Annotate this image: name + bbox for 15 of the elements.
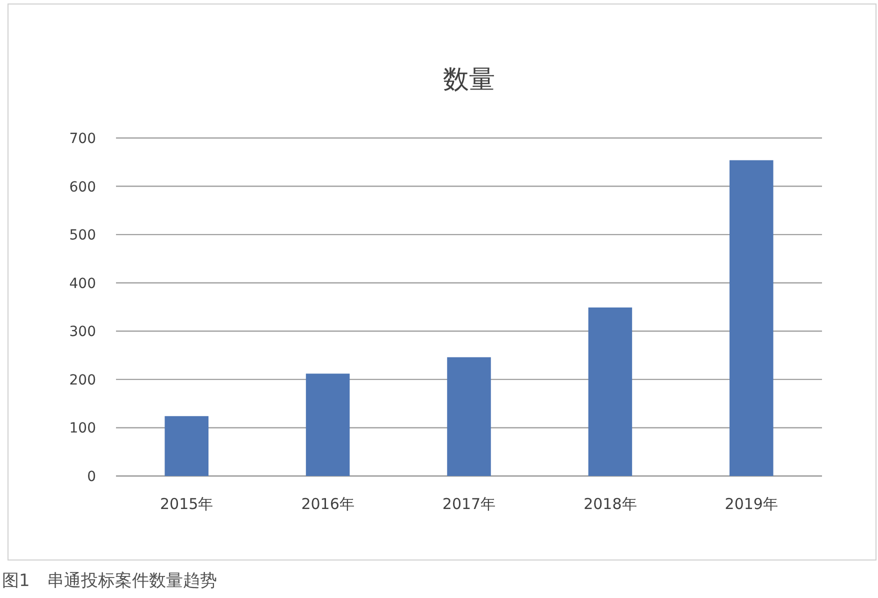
y-tick-label: 0 — [87, 469, 96, 485]
y-tick-label: 600 — [69, 179, 96, 196]
x-tick-label: 2017年 — [442, 495, 496, 513]
y-tick-label: 200 — [69, 372, 96, 388]
y-tick-label: 500 — [69, 228, 96, 244]
x-tick-label: 2015年 — [160, 495, 214, 513]
y-tick-label: 700 — [69, 131, 96, 147]
x-tick-label: 2019年 — [724, 495, 778, 513]
x-tick-label: 2018年 — [584, 495, 637, 513]
chart-title: 数量 — [443, 65, 495, 95]
y-tick-label: 300 — [69, 324, 96, 340]
x-tick-label: 2016年 — [301, 495, 354, 513]
caption: 图1 串通投标案件数量趋势 — [2, 571, 217, 591]
y-tick-label: 400 — [69, 276, 96, 292]
y-tick-label: 100 — [69, 420, 96, 437]
